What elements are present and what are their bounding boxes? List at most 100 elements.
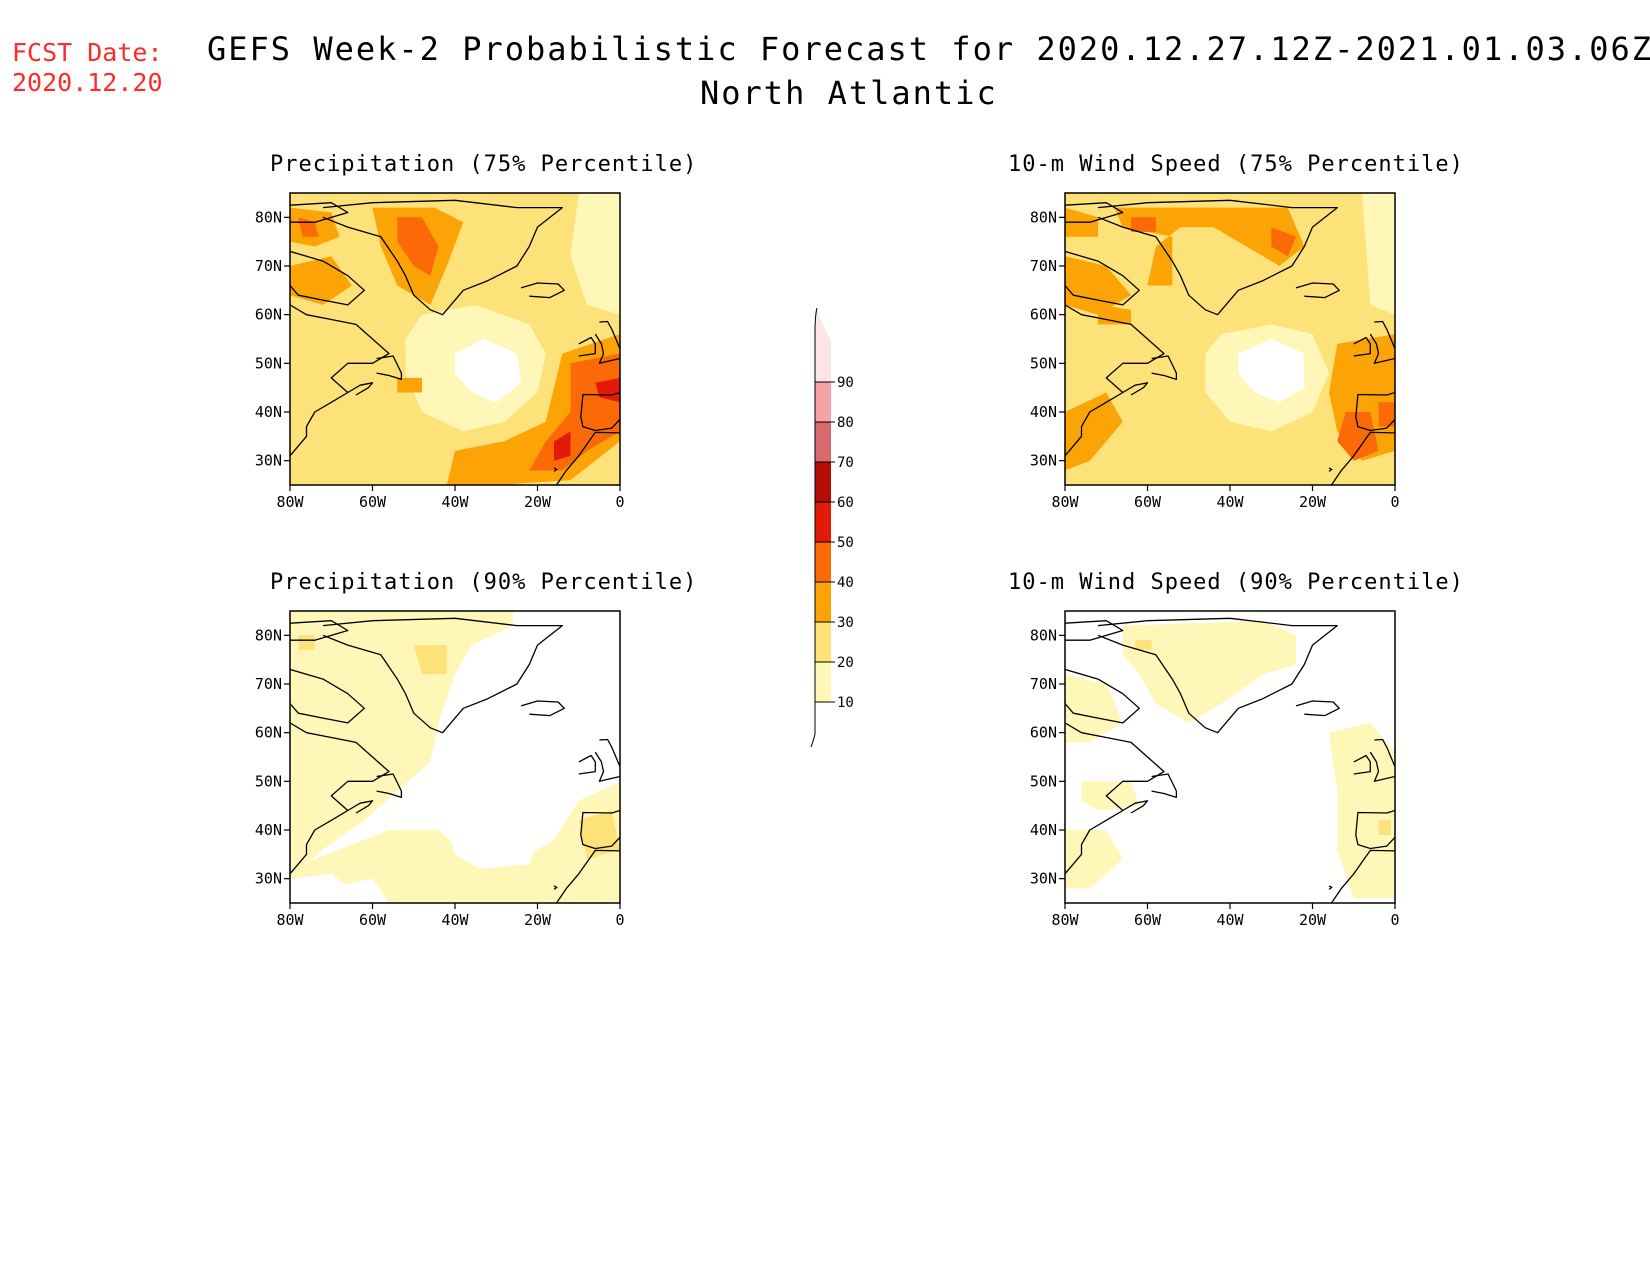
probability-region-c40 (1131, 217, 1156, 232)
probability-region-c30 (397, 377, 422, 393)
lat-tick-label: 80N (255, 208, 282, 226)
coastline-africa (1330, 431, 1395, 485)
lon-tick-label: 40W (441, 493, 469, 511)
page-subtitle: North Atlantic (700, 74, 998, 112)
lat-tick-label: 60N (255, 724, 282, 742)
colorbar-swatch-c10 (815, 662, 831, 702)
coastline-labrador (1065, 304, 1165, 457)
probability-region-c20 (1378, 820, 1391, 835)
colorbar-swatch-c80 (815, 382, 831, 422)
coastline-nova-scotia (347, 800, 374, 814)
lat-tick-label: 50N (1030, 354, 1057, 372)
coastline-newfoundland (1151, 355, 1178, 381)
coastline-labrador (290, 722, 390, 875)
coastline-iceland (1295, 282, 1340, 299)
probability-region-c10 (1065, 674, 1123, 743)
colorbar-lower-extension (810, 702, 816, 748)
probability-region-c30 (1114, 207, 1305, 286)
lat-tick-label: 60N (1030, 724, 1057, 742)
panel-title-precip75: Precipitation (75% Percentile) (270, 152, 698, 177)
page-title: GEFS Week-2 Probabilistic Forecast for 2… (207, 30, 1650, 68)
lat-tick-label: 40N (1030, 403, 1057, 421)
coastline-baffin (290, 668, 365, 724)
lat-tick-label: 50N (1030, 772, 1057, 790)
coastline-greenland (1097, 617, 1338, 734)
probability-region-c50 (595, 377, 620, 403)
colorbar-tick-label: 80 (837, 415, 854, 431)
lat-tick-label: 40N (255, 403, 282, 421)
lat-tick-label: 80N (255, 626, 282, 644)
lat-tick-label: 70N (1030, 675, 1057, 693)
coastline-ellesmere (290, 620, 349, 641)
coastline-iceland (1295, 700, 1340, 717)
colorbar-swatch-c30 (815, 582, 831, 622)
colorbar-swatch-c70 (815, 422, 831, 462)
coastline-britain (1369, 320, 1395, 364)
lon-tick-label: 0 (1390, 493, 1399, 511)
lon-tick-label: 80W (1051, 911, 1079, 929)
coastline-ellesmere (1065, 620, 1124, 641)
colorbar-upper-extension (815, 310, 831, 342)
coastline-canaries (553, 467, 558, 472)
map-panel-precip75: 80W 60W 40W 20W 0 80N 70N 60N 50N 40N 30N (255, 192, 625, 511)
probability-region-c50 (554, 431, 571, 461)
colorbar-outline (814, 307, 818, 702)
lat-tick-label: 80N (1030, 208, 1057, 226)
probability-region-white (1238, 339, 1305, 403)
coastline-africa (555, 849, 620, 903)
coastline-canaries (553, 885, 558, 890)
lon-tick-label: 20W (524, 911, 552, 929)
probability-region-c10 (1081, 781, 1140, 811)
colorbar-tick-label: 30 (837, 615, 854, 631)
probability-region-c20 (298, 635, 315, 650)
probability-region-c40 (1337, 412, 1379, 461)
probability-region-c10 (1329, 722, 1395, 899)
probability-region-white (446, 820, 538, 869)
coastline-ellesmere (1065, 202, 1124, 223)
coastline-labrador (1065, 722, 1165, 875)
coastline-iceland (520, 282, 565, 299)
coastline-newfoundland (376, 355, 403, 381)
probability-region-c40 (397, 217, 439, 276)
coastline-canaries (1328, 885, 1333, 890)
lon-tick-label: 60W (359, 911, 387, 929)
lat-tick-label: 70N (255, 257, 282, 275)
lat-tick-label: 30N (255, 870, 282, 888)
probability-region-c10 (570, 193, 620, 315)
lon-tick-label: 0 (615, 493, 624, 511)
map-panel-wind90: 80W 60W 40W 20W 0 80N 70N 60N 50N 40N 30N (1030, 610, 1400, 929)
coastline-iceland (520, 700, 565, 717)
map-panel-wind75: 80W 60W 40W 20W 0 80N 70N 60N 50N 40N 30N (1030, 192, 1400, 511)
coastline-labrador (290, 304, 390, 457)
lon-tick-label: 80W (1051, 493, 1079, 511)
lon-tick-label: 60W (1134, 493, 1162, 511)
coastline-greenland (322, 199, 563, 316)
lon-tick-label: 0 (615, 911, 624, 929)
lat-tick-label: 50N (255, 772, 282, 790)
lon-tick-label: 40W (441, 911, 469, 929)
colorbar-swatch-c40 (815, 542, 831, 582)
lon-tick-label: 60W (1134, 911, 1162, 929)
lat-tick-label: 40N (1030, 821, 1057, 839)
lat-tick-label: 30N (255, 452, 282, 470)
lon-tick-label: 80W (276, 493, 304, 511)
lon-tick-label: 0 (1390, 911, 1399, 929)
lat-tick-label: 70N (1030, 257, 1057, 275)
probability-region-c20 (1135, 640, 1152, 650)
probability-region-c10 (290, 781, 620, 903)
lat-tick-label: 70N (255, 675, 282, 693)
probability-region-c10 (1122, 620, 1296, 723)
coastline-baffin (1065, 250, 1140, 306)
colorbar-tick-label: 50 (837, 535, 854, 551)
coastline-iberia (580, 809, 620, 850)
forecast-date-caption: FCST Date: (12, 38, 163, 67)
coastline-newfoundland (1151, 773, 1178, 799)
lon-tick-label: 20W (1299, 493, 1327, 511)
probability-region-c30 (1065, 256, 1131, 315)
colorbar-tick-label: 40 (837, 575, 854, 591)
map-fill-group (290, 611, 620, 903)
coastline-iberia (1355, 809, 1395, 850)
panel-title-wind75: 10-m Wind Speed (75% Percentile) (1008, 152, 1464, 177)
coastline-ireland (578, 754, 596, 775)
panel-title-wind90: 10-m Wind Speed (90% Percentile) (1008, 570, 1464, 595)
